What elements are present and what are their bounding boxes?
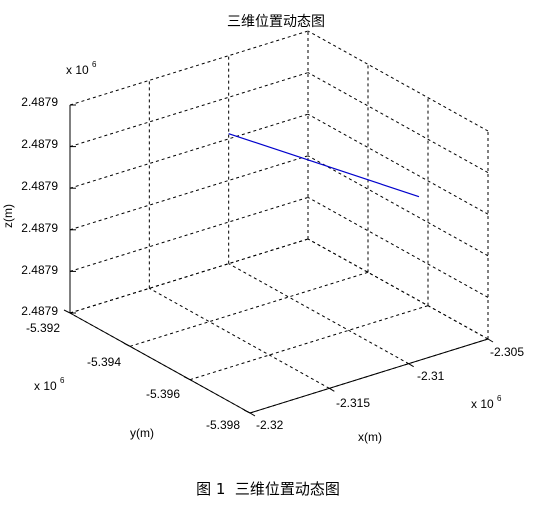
x-multiplier-exp: 6	[497, 394, 502, 403]
trajectory-line	[228, 133, 420, 198]
x-tick-label: -2.315	[336, 396, 370, 410]
x-tick-labels: -2.32 -2.315 -2.31 -2.305	[256, 345, 524, 432]
x-tick	[487, 338, 494, 343]
grid-line	[69, 238, 309, 314]
grid-line	[149, 287, 330, 389]
y-tick-label: -5.394	[87, 355, 121, 369]
x-multiplier-base: x 10	[471, 397, 494, 411]
y-tick-labels: -5.392 -5.394 -5.396 -5.398	[26, 321, 240, 432]
z-multiplier-base: x 10	[66, 63, 89, 77]
grid-line	[307, 155, 489, 257]
y-multiplier: x 10 6	[34, 376, 65, 393]
y-multiplier-base: x 10	[34, 379, 57, 393]
grid-line	[69, 196, 309, 272]
grid-line	[307, 113, 489, 215]
y-tick	[183, 376, 191, 381]
y-tick	[63, 309, 71, 314]
y-tick-label: -5.392	[26, 321, 60, 335]
grid-line	[307, 72, 489, 174]
grid-line	[69, 72, 309, 148]
x-tick	[408, 363, 414, 368]
y-axis-label: y(m)	[130, 426, 154, 440]
chart-title: 三维位置动态图	[227, 14, 325, 30]
z-tick-label: 2.4879	[21, 221, 58, 235]
z-axis-label: z(m)	[1, 204, 15, 228]
grid-line	[129, 271, 369, 347]
z-tick-label: 2.4879	[21, 95, 58, 109]
grid-line	[228, 263, 409, 365]
y-tick	[243, 409, 251, 414]
x-tick	[249, 412, 256, 417]
z-tick-label: 2.4879	[21, 304, 58, 318]
z-tick-label: 2.4879	[21, 137, 58, 151]
grid-line	[307, 196, 489, 298]
x-tick	[329, 387, 335, 392]
axis-lines	[63, 104, 494, 417]
grid-line	[307, 238, 489, 340]
x-multiplier: x 10 6	[471, 394, 502, 411]
y-tick-label: -5.398	[206, 418, 240, 432]
x-axis-line	[249, 338, 489, 414]
z-multiplier-exp: 6	[92, 60, 97, 69]
y-multiplier-exp: 6	[60, 376, 65, 385]
grid-line	[69, 30, 309, 106]
y-axis-line	[69, 312, 251, 414]
x-tick-label: -2.305	[490, 345, 524, 359]
z-tick-label: 2.4879	[21, 179, 58, 193]
grid-line	[69, 155, 309, 231]
z-tick-labels: 2.4879 2.4879 2.4879 2.4879 2.4879 2.487…	[21, 95, 58, 318]
x-tick-label: -2.31	[417, 369, 445, 383]
z-multiplier: x 10 6	[66, 60, 97, 77]
y-tick-label: -5.396	[146, 387, 180, 401]
x-axis-label: x(m)	[358, 430, 382, 444]
grid-line	[307, 30, 489, 132]
series-layer	[228, 133, 420, 198]
x-tick-label: -2.32	[256, 418, 284, 432]
figure-caption: 图 1 三维位置动态图	[196, 480, 340, 498]
z-tick-label: 2.4879	[21, 263, 58, 277]
y-tick	[123, 342, 131, 347]
grid-lines	[69, 30, 489, 414]
grid-line	[69, 113, 309, 189]
